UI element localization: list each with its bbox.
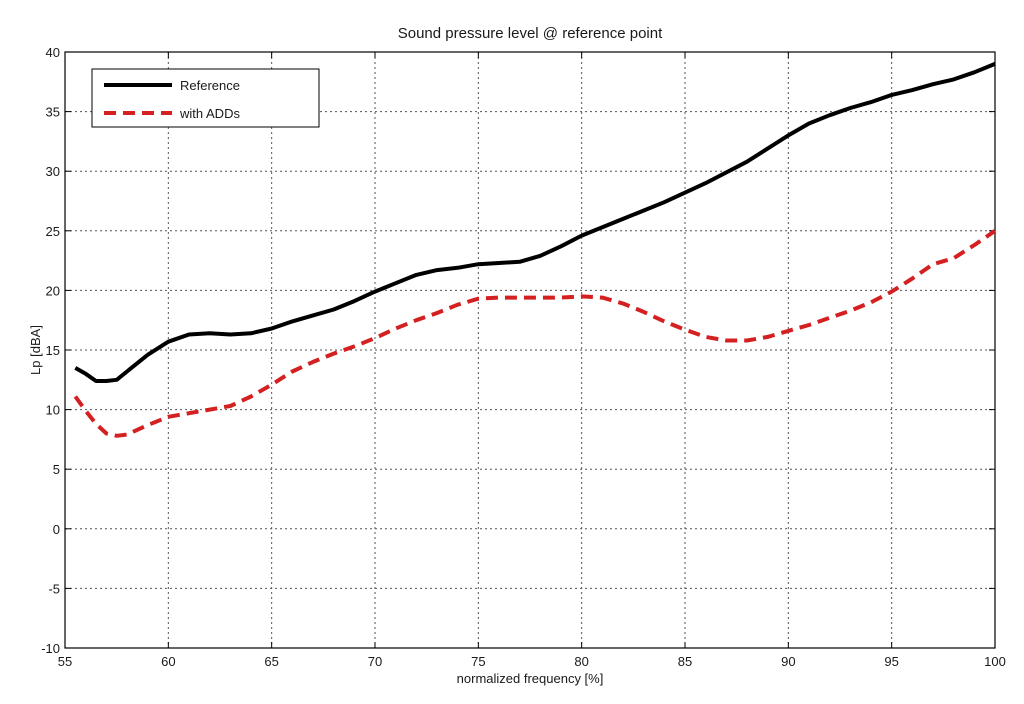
- x-tick-label: 55: [58, 654, 72, 669]
- x-tick-label: 65: [264, 654, 278, 669]
- y-tick-label: 5: [53, 462, 60, 477]
- legend-label-with-adds: with ADDs: [179, 106, 240, 121]
- data-series: [73, 62, 997, 438]
- y-tick-label: 10: [46, 403, 60, 418]
- y-tick-label: -10: [41, 641, 60, 656]
- x-tick-label: 90: [781, 654, 795, 669]
- x-tick-label: 60: [161, 654, 175, 669]
- y-tick-label: 15: [46, 343, 60, 358]
- y-tick-label: 20: [46, 283, 60, 298]
- x-tick-label: 70: [368, 654, 382, 669]
- chart-title: Sound pressure level @ reference point: [398, 25, 663, 42]
- legend-label-reference: Reference: [180, 78, 240, 93]
- y-axis-label: Lp [dBA]: [28, 325, 43, 375]
- x-axis-label: normalized frequency [%]: [457, 671, 604, 686]
- legend-box: [91, 68, 320, 128]
- series-line-with-adds: [73, 229, 997, 438]
- x-tick-label: 75: [471, 654, 485, 669]
- y-tick-label: 40: [46, 45, 60, 60]
- legend: Reference with ADDs: [91, 68, 320, 128]
- y-tick-label: 0: [53, 522, 60, 537]
- x-tick-label: 100: [984, 654, 1006, 669]
- y-tick-label: 25: [46, 224, 60, 239]
- x-tick-label: 85: [678, 654, 692, 669]
- x-tick-label: 80: [574, 654, 588, 669]
- y-tick-label: -5: [48, 581, 60, 596]
- y-tick-label: 35: [46, 105, 60, 120]
- axis-ticks: 55 60 65 70 75 80 85 90 95 100 -10 -5 0 5 10 15 20 25 30 35…: [41, 45, 1006, 669]
- x-tick-label: 95: [884, 654, 898, 669]
- series-line-reference: [74, 62, 996, 383]
- y-tick-label: 30: [46, 164, 60, 179]
